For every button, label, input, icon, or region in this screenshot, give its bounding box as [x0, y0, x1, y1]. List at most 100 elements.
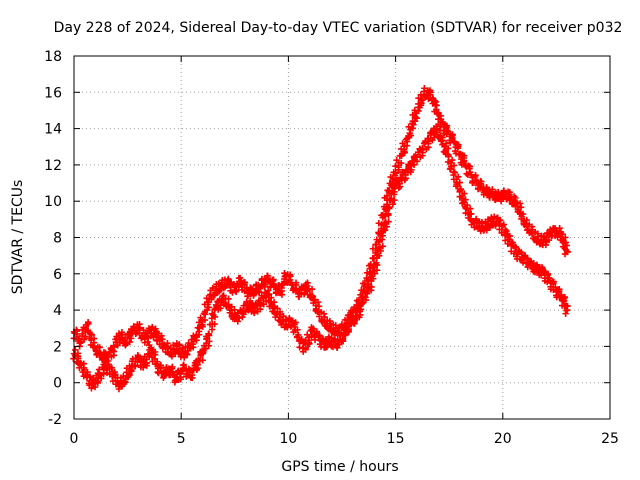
data-point — [451, 139, 458, 146]
data-point — [460, 198, 467, 206]
y-tick-label: -2 — [48, 412, 62, 428]
data-point — [410, 121, 417, 128]
series-2 — [70, 123, 571, 393]
data-point — [421, 85, 428, 92]
data-point — [456, 179, 463, 186]
grid-lines — [74, 56, 610, 419]
data-point — [433, 129, 440, 136]
data-point — [516, 200, 524, 207]
data-point — [416, 104, 423, 111]
y-tick-label: 12 — [44, 158, 62, 174]
data-point — [375, 245, 382, 253]
data-point — [562, 310, 569, 317]
data-point — [185, 339, 192, 347]
data-point — [489, 188, 496, 195]
data-point — [280, 275, 288, 283]
data-point — [74, 335, 81, 342]
data-point — [419, 96, 426, 104]
data-point — [88, 385, 95, 392]
data-point — [310, 325, 317, 332]
data-point — [292, 326, 299, 334]
data-point — [456, 187, 464, 194]
data-point — [90, 342, 98, 350]
data-point — [401, 143, 408, 150]
data-point — [498, 223, 506, 230]
data-point — [171, 347, 178, 355]
data-point — [367, 277, 375, 285]
y-tick-label: 16 — [44, 85, 62, 101]
x-tick-label: 0 — [70, 431, 79, 447]
data-point — [563, 242, 571, 249]
data-point — [147, 344, 154, 351]
data-point — [512, 244, 519, 252]
data-point — [460, 158, 468, 166]
data-point — [316, 313, 323, 320]
data-point — [295, 331, 302, 339]
data-point — [472, 176, 480, 184]
data-point — [443, 124, 450, 131]
data-point — [356, 308, 364, 315]
data-point — [467, 205, 474, 212]
data-point — [531, 268, 539, 276]
data-point — [138, 335, 145, 342]
data-point — [264, 291, 271, 299]
data-point — [368, 283, 375, 291]
data-point — [284, 324, 291, 331]
data-point — [439, 141, 446, 148]
data-point — [385, 218, 392, 225]
data-point — [391, 196, 398, 204]
data-point — [189, 341, 197, 348]
chart-title: Day 228 of 2024, Sidereal Day-to-day VTE… — [54, 20, 623, 36]
data-point — [404, 138, 411, 145]
data-series — [70, 85, 571, 393]
data-point — [560, 298, 567, 305]
data-point — [454, 182, 461, 190]
data-point — [545, 236, 553, 244]
data-point — [122, 336, 129, 344]
data-point — [335, 341, 343, 348]
series-1 — [70, 85, 571, 365]
data-point — [292, 285, 300, 292]
y-tick-label: 8 — [53, 231, 62, 247]
data-point — [205, 330, 213, 338]
data-point — [163, 343, 171, 350]
data-point — [135, 353, 142, 360]
data-point — [427, 91, 434, 98]
data-point — [183, 350, 191, 358]
data-point — [413, 109, 420, 117]
data-point — [436, 112, 443, 119]
data-point — [208, 310, 216, 317]
data-point — [557, 292, 565, 299]
data-point — [448, 156, 456, 164]
data-point — [199, 323, 206, 330]
data-point — [94, 378, 101, 385]
data-point — [121, 378, 129, 385]
data-point — [302, 346, 309, 353]
data-point — [96, 344, 103, 351]
data-point — [390, 191, 398, 198]
data-point — [74, 352, 82, 360]
data-point — [341, 331, 349, 338]
data-point — [202, 311, 209, 318]
data-point — [563, 248, 571, 256]
data-point — [425, 135, 432, 142]
data-point — [260, 301, 267, 308]
y-tick-label: 0 — [53, 376, 62, 392]
data-point — [445, 145, 452, 152]
data-point — [84, 327, 92, 334]
data-point — [340, 332, 348, 339]
y-tick-label: 10 — [44, 194, 62, 210]
y-tick-label: 18 — [44, 49, 62, 65]
data-point — [419, 144, 426, 152]
data-point — [292, 319, 299, 326]
data-point — [357, 302, 364, 310]
data-point — [555, 229, 563, 237]
data-point — [131, 362, 139, 369]
data-point — [268, 294, 275, 301]
data-point — [251, 305, 258, 312]
axis-ticks: 0 5 10 15 20 25 -2 0 2 4 6 8 10 12 14 16 18 — [44, 49, 619, 447]
data-point — [200, 349, 207, 356]
data-point — [561, 302, 569, 310]
data-point — [286, 276, 294, 284]
